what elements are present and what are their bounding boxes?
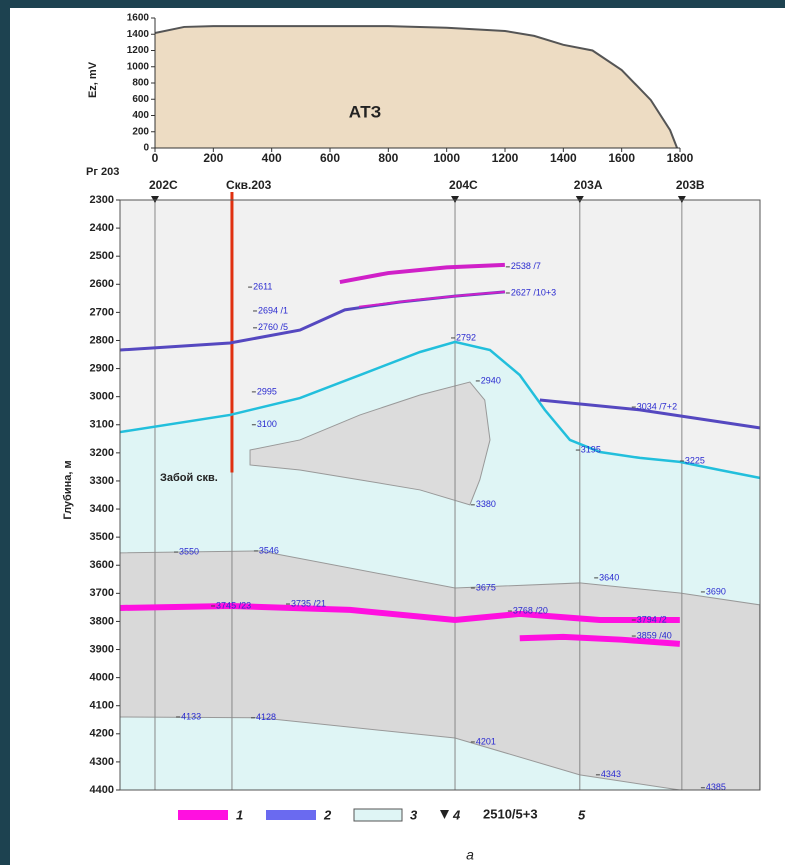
depth-annotation: 2694 /1 [258,305,288,315]
x-tick-label: 1400 [550,151,577,165]
legend-label: 4 [452,807,461,822]
y-tick-label: 3400 [90,503,114,515]
depth-annotation: 3859 /40 [637,630,672,640]
depth-annotation: 2760 /5 [258,322,288,332]
y-tick-label: 3500 [90,531,114,543]
y-tick-label: 4100 [90,700,114,712]
well-label: 202С [149,178,178,192]
depth-annotation: 2995 [257,386,277,396]
well-label: Скв.203 [226,178,272,192]
y-tick-label: 4200 [90,728,114,740]
depth-annotation: 3546 [259,545,279,555]
depth-annotation: 3675 [476,582,496,592]
depth-annotation: 4343 [601,769,621,779]
y-tick-label: 2500 [90,250,114,262]
y-tick-label: 2800 [90,334,114,346]
legend-label: 3 [410,807,418,822]
legend-label: 2 [323,807,332,822]
depth-annotation: 2538 /7 [511,261,541,271]
y-tick-label: 200 [132,126,149,137]
y-tick-label: 2400 [90,222,114,234]
bottom-note: Забой скв. [160,472,218,484]
y-tick-label: 1600 [127,13,150,24]
legend-swatch [354,809,402,821]
depth-annotation: 3745 /23 [216,600,251,610]
caption: а [466,847,474,863]
y-tick-label: 1000 [127,61,150,72]
y-axis-label: Ez, mV [87,61,99,98]
depth-annotation: 3195 [581,444,601,454]
x-tick-label: 1800 [667,151,694,165]
depth-annotation: 3640 [599,572,619,582]
area-annotation: АТЗ [349,102,381,121]
legend-label: 1 [236,807,243,822]
y-tick-label: 2900 [90,362,114,374]
y-tick-label: 3800 [90,615,114,627]
y-tick-label: 4000 [90,672,114,684]
y-tick-label: 800 [132,78,149,89]
depth-annotation: 3550 [179,546,199,556]
y-tick-label: 3100 [90,419,114,431]
well-label: 204С [449,178,478,192]
x-tick-label: 1200 [492,151,519,165]
y-axis-label: Глубина, м [62,460,74,519]
y-tick-label: 1400 [127,29,150,40]
y-tick-label: 3900 [90,643,114,655]
x-tick-label: 1000 [433,151,460,165]
y-tick-label: 3600 [90,559,114,571]
well-label: 203А [574,178,603,192]
well-label: 203В [676,178,705,192]
y-tick-label: 3000 [90,391,114,403]
y-tick-label: 600 [132,94,149,105]
depth-annotation: 2627 /10+3 [511,287,556,297]
depth-annotation: 4201 [476,736,496,746]
depth-annotation: 3225 [685,455,705,465]
depth-annotation: 3768 /20 [513,605,548,615]
depth-annotation: 2792 [456,332,476,342]
x-tick-label: 200 [203,151,223,165]
y-tick-label: 1200 [127,45,150,56]
depth-annotation: 3690 [706,586,726,596]
figure: 0 200 400 600 800 1000 1200 1400 1600 0 200 400 600 8… [0,0,785,865]
y-tick-label: 3300 [90,475,114,487]
legend-swatch [266,810,316,820]
depth-annotation: 3100 [257,419,277,429]
depth-annotation: 3034 /7+2 [637,401,677,411]
depth-annotation: 4128 [256,712,276,722]
depth-annotation: 2940 [481,375,501,385]
y-tick-label: 2300 [90,194,114,206]
depth-annotation: 3735 /21 [291,598,326,608]
x-tick-label: 600 [320,151,340,165]
x-tick-label: 0 [152,151,159,165]
depth-annotation: 4133 [181,711,201,721]
y-tick-label: 2700 [90,306,114,318]
y-tick-label: 3700 [90,587,114,599]
y-tick-label: 2600 [90,278,114,290]
x-tick-label: 400 [262,151,282,165]
depth-annotation: 3380 [476,499,496,509]
legend-sample: 2510/5+3 [483,806,538,821]
depth-annotation: 3794 /2 [637,614,667,624]
legend-label: 5 [578,807,586,822]
y-tick-label: 4400 [90,784,114,796]
depth-annotation: 4385 [706,782,726,792]
y-tick-label: 0 [143,143,149,154]
y-tick-label: 4300 [90,756,114,768]
x-tick-label: 800 [378,151,398,165]
depth-annotation: 2611 [253,281,272,291]
y-tick-label: 3200 [90,447,114,459]
y-tick-label: 400 [132,110,149,121]
x-tick-label: 1600 [608,151,635,165]
legend-swatch [178,810,228,820]
profile-label: Рг 203 [86,166,119,178]
